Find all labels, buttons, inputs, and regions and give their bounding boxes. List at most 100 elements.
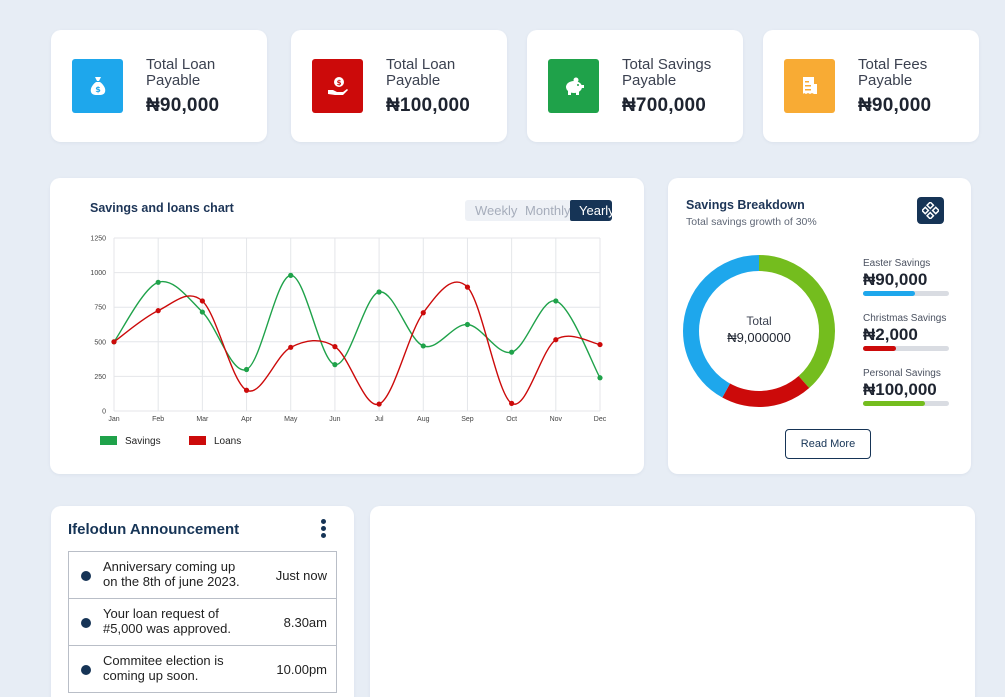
- y-tick-label: 500: [94, 339, 106, 346]
- announcement-text: Commitee election is coming up soon.: [103, 653, 224, 683]
- progress-fill: [863, 291, 915, 296]
- savings-item-name: Easter Savings: [863, 258, 931, 269]
- bullet-icon: [81, 665, 91, 675]
- x-tick-label: Oct: [506, 416, 517, 423]
- x-tick-label: Apr: [241, 416, 253, 423]
- legend-label: Savings: [125, 436, 161, 447]
- progress-fill: [863, 401, 925, 406]
- series-line-loans: [113, 281, 601, 405]
- tab-yearly[interactable]: Yearly: [570, 200, 612, 221]
- piggy-bank-icon: [548, 59, 599, 113]
- progress-track: [863, 346, 949, 351]
- stat-label: Total Loan Payable: [386, 56, 456, 89]
- legend-label: Loans: [214, 436, 241, 447]
- data-point-savings: [155, 279, 161, 285]
- list-item[interactable]: Your loan request of #5,000 was approved…: [69, 599, 336, 646]
- progress-track: [863, 401, 949, 406]
- data-point-loans: [420, 310, 426, 316]
- data-point-savings: [553, 298, 559, 304]
- legend-swatch: [189, 436, 206, 445]
- data-point-loans: [376, 401, 382, 407]
- x-tick-label: Jul: [375, 416, 384, 423]
- svg-text:$: $: [336, 79, 341, 87]
- data-point-loans: [464, 284, 471, 290]
- read-more-button[interactable]: Read More: [785, 429, 871, 459]
- list-item[interactable]: Anniversary coming up on the 8th of june…: [69, 552, 336, 599]
- x-tick-label: Aug: [417, 416, 430, 423]
- data-point-savings: [509, 349, 515, 355]
- announcement-title: Ifelodun Announcement: [68, 521, 240, 538]
- stat-value: ₦90,000: [146, 95, 220, 116]
- y-tick-label: 1250: [90, 236, 106, 243]
- y-tick-label: 250: [94, 374, 106, 381]
- savings-item-amount: ₦2,000: [863, 325, 918, 344]
- bullet-icon: [81, 571, 91, 581]
- savings-item-name: Christmas Savings: [863, 313, 947, 324]
- savings-breakdown-card: Savings Breakdown Total savings growth o…: [668, 178, 971, 474]
- data-point-loans: [553, 337, 559, 343]
- data-point-savings: [243, 366, 250, 373]
- more-vertical-icon[interactable]: [319, 519, 327, 539]
- savings-item-easter: Easter Savings ₦90,000: [863, 258, 953, 296]
- data-point-loans: [199, 298, 205, 304]
- stat-value: ₦90,000: [858, 95, 932, 116]
- data-point-savings: [597, 375, 603, 381]
- y-tick-label: 1000: [90, 270, 106, 277]
- donut-chart: [683, 255, 835, 407]
- x-tick-label: Feb: [152, 416, 164, 423]
- x-tick-label: Jun: [329, 416, 340, 423]
- stat-card-total-loan: $ Total Loan Payable ₦90,000: [51, 30, 267, 142]
- y-tick-label: 0: [102, 409, 106, 416]
- line-chart: 0 250 500 750 1000 1250 Jan Feb Mar Apr May Jun Jul A…: [90, 236, 606, 448]
- data-point-loans: [243, 387, 250, 393]
- savings-item-amount: ₦90,000: [863, 270, 928, 289]
- announcement-time: Just now: [275, 568, 327, 583]
- breakdown-subtitle: Total savings growth of 30%: [686, 216, 817, 228]
- data-point-savings: [464, 321, 471, 328]
- x-tick-label: Nov: [550, 416, 563, 423]
- empty-panel: [370, 506, 975, 697]
- announcement-time: 10.00pm: [276, 662, 327, 677]
- progress-track: [863, 291, 949, 296]
- announcement-text: Anniversary coming up on the 8th of june…: [103, 559, 240, 589]
- savings-item-personal: Personal Savings ₦100,000: [863, 368, 953, 406]
- data-point-loans: [597, 341, 603, 348]
- savings-item-name: Personal Savings: [863, 368, 941, 379]
- data-point-loans: [509, 400, 515, 406]
- list-item[interactable]: Commitee election is coming up soon. 10.…: [69, 646, 336, 693]
- announcement-card: Ifelodun Announcement Anniversary coming…: [51, 506, 354, 697]
- data-point-savings: [199, 309, 205, 315]
- stat-label: Total Fees Payable: [858, 56, 928, 89]
- data-point-loans: [332, 344, 338, 350]
- grid-diamond-icon[interactable]: [917, 197, 944, 224]
- tab-monthly[interactable]: Monthly: [525, 203, 571, 218]
- period-toggle: Weekly Monthly Yearly: [465, 200, 612, 221]
- breakdown-title: Savings Breakdown: [686, 198, 805, 212]
- legend-swatch: [100, 436, 117, 445]
- donut-segment-easter-savings: [683, 255, 835, 407]
- stat-value: ₦700,000: [622, 95, 707, 116]
- data-point-savings: [376, 289, 382, 295]
- hand-money-icon: $: [312, 59, 363, 113]
- y-tick-label: 750: [94, 305, 106, 312]
- stat-label: Total Savings Payable: [622, 56, 712, 89]
- data-point-loans: [155, 308, 161, 314]
- receipt-icon: [784, 59, 835, 113]
- series-line-savings: [113, 274, 601, 379]
- savings-item-christmas: Christmas Savings ₦2,000: [863, 313, 953, 351]
- announcement-time: 8.30am: [283, 615, 327, 630]
- x-tick-label: Mar: [196, 416, 209, 423]
- announcement-list: Anniversary coming up on the 8th of june…: [68, 551, 337, 693]
- donut-center-value: ₦9,000000: [727, 330, 791, 345]
- x-tick-label: Sep: [461, 416, 474, 423]
- stat-card-total-loan-2: $ Total Loan Payable ₦100,000: [291, 30, 507, 142]
- tab-weekly[interactable]: Weekly: [475, 203, 518, 218]
- x-tick-label: May: [284, 416, 298, 423]
- progress-fill: [863, 346, 896, 351]
- x-tick-label: Jan: [108, 416, 119, 423]
- donut-center-label: Total: [746, 314, 772, 328]
- data-point-savings: [332, 362, 338, 368]
- stat-value: ₦100,000: [386, 95, 471, 116]
- savings-loans-chart-card: Savings and loans chart Weekly Monthly Y…: [50, 178, 644, 474]
- announcement-text: Your loan request of #5,000 was approved…: [103, 606, 231, 636]
